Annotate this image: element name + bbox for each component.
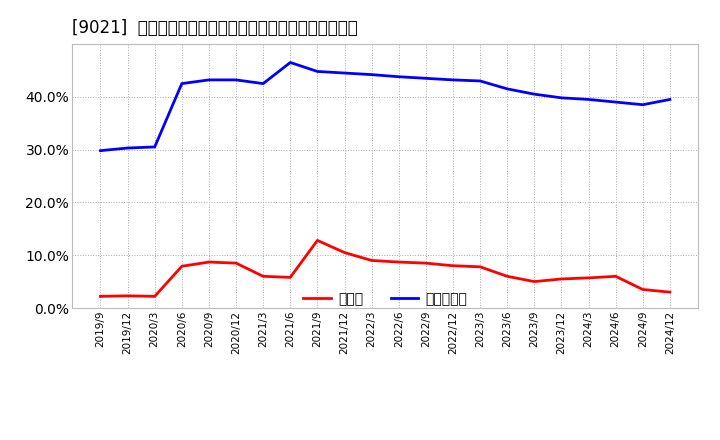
現預金 (395, 260, 403, 265)
有利子負債 (557, 95, 566, 100)
有利子負債 (421, 76, 430, 81)
有利子負債 (178, 81, 186, 86)
現預金 (150, 294, 159, 299)
現預金 (204, 260, 213, 265)
有利子負債 (476, 78, 485, 84)
有利子負債 (449, 77, 457, 83)
現預金 (232, 260, 240, 266)
有利子負債 (584, 97, 593, 102)
現預金 (449, 263, 457, 268)
現預金 (259, 274, 268, 279)
現預金 (665, 290, 674, 295)
現預金 (178, 264, 186, 269)
現預金 (421, 260, 430, 266)
現預金 (367, 258, 376, 263)
有利子負債 (96, 148, 105, 153)
有利子負債 (367, 72, 376, 77)
有利子負債 (259, 81, 268, 86)
現預金 (96, 294, 105, 299)
現預金 (530, 279, 539, 284)
有利子負債 (639, 102, 647, 107)
有利子負債 (530, 92, 539, 97)
有利子負債 (665, 97, 674, 102)
現預金 (584, 275, 593, 281)
現預金 (313, 238, 322, 243)
有利子負債 (611, 99, 620, 105)
有利子負債 (286, 60, 294, 65)
現預金 (286, 275, 294, 280)
有利子負債 (341, 70, 349, 76)
Text: [9021]  現預金、有利子負債の総資産に対する比率の推移: [9021] 現預金、有利子負債の総資産に対する比率の推移 (72, 19, 358, 37)
Line: 現預金: 現預金 (101, 240, 670, 297)
有利子負債 (503, 86, 511, 92)
現預金 (503, 274, 511, 279)
有利子負債 (150, 144, 159, 150)
有利子負債 (232, 77, 240, 83)
現預金 (476, 264, 485, 269)
現預金 (611, 274, 620, 279)
現預金 (123, 293, 132, 298)
現預金 (341, 250, 349, 255)
有利子負債 (123, 145, 132, 150)
Legend: 現預金, 有利子負債: 現預金, 有利子負債 (303, 292, 467, 306)
有利子負債 (313, 69, 322, 74)
有利子負債 (204, 77, 213, 83)
現預金 (557, 276, 566, 282)
Line: 有利子負債: 有利子負債 (101, 62, 670, 150)
有利子負債 (395, 74, 403, 79)
現預金 (639, 287, 647, 292)
